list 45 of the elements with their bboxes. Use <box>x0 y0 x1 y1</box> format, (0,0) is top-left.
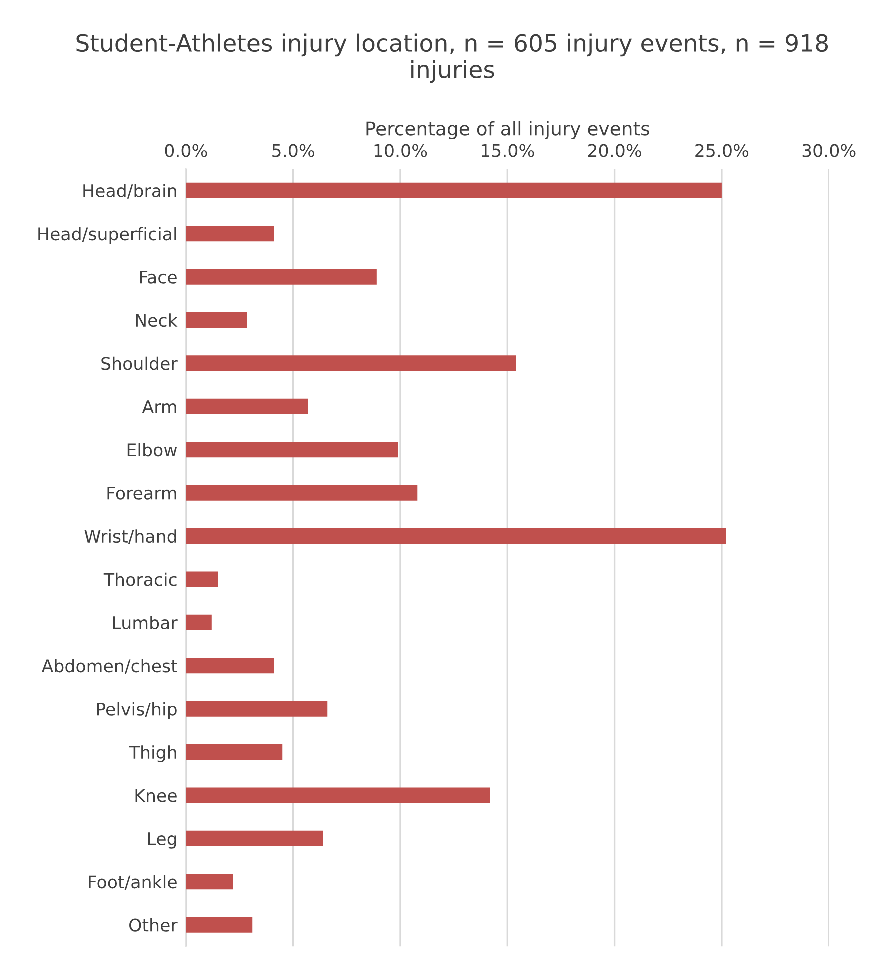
bar <box>186 442 398 458</box>
bar <box>186 830 324 846</box>
y-tick-label: Thoracic <box>104 572 177 586</box>
x-tick-label: 30.0% <box>802 144 856 158</box>
y-tick-label: Abdomen/chest <box>42 659 178 674</box>
bar <box>186 658 274 674</box>
y-tick-label: Leg <box>148 832 176 849</box>
bar <box>186 312 248 328</box>
bar <box>186 572 218 588</box>
y-tick-label: Forearm <box>108 487 176 500</box>
bar <box>186 614 212 630</box>
bar <box>186 485 418 501</box>
bar <box>186 528 726 544</box>
x-tick-label: 15.0% <box>482 144 534 158</box>
bar <box>186 182 722 198</box>
y-tick-label: Neck <box>136 314 178 328</box>
x-tick-label: 25.0% <box>696 144 749 158</box>
y-tick-label: Other <box>130 918 178 932</box>
bar <box>186 917 253 933</box>
y-tick-label: Thigh <box>129 746 176 762</box>
bar <box>186 398 308 414</box>
chart-title: Student-Athletes injury location, n = 605 injury events, n = 918 injuries <box>76 34 828 84</box>
y-tick-label: Foot/ankle <box>89 875 177 890</box>
bar <box>186 226 274 242</box>
bar <box>186 744 283 760</box>
y-tick-label: Elbow <box>128 443 178 457</box>
bar <box>186 788 490 804</box>
x-tick-label: 10.0% <box>374 144 428 158</box>
bar <box>186 269 377 285</box>
bar <box>186 874 234 890</box>
y-tick-label: Head/brain <box>84 184 176 199</box>
y-tick-label: Pelvis/hip <box>97 702 177 720</box>
bar <box>186 701 328 717</box>
x-tick-label: 0.0% <box>165 144 208 158</box>
y-tick-label: Face <box>140 270 177 284</box>
x-axis-title: Percentage of all injury events <box>366 121 650 140</box>
x-tick-label: 5.0% <box>272 144 314 158</box>
y-tick-label: Shoulder <box>102 356 178 370</box>
y-tick-label: Knee <box>136 789 177 802</box>
y-tick-label: Wrist/hand <box>84 530 176 544</box>
x-tick-label: 20.0% <box>588 144 642 158</box>
y-tick-label: Arm <box>142 400 176 414</box>
bar <box>186 356 516 372</box>
y-tick-label: Head/superficial <box>38 227 176 244</box>
y-tick-label: Lumbar <box>113 616 178 630</box>
